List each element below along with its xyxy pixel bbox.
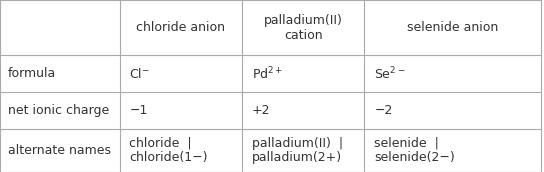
Text: formula: formula bbox=[8, 67, 57, 80]
Text: net ionic charge: net ionic charge bbox=[8, 104, 109, 117]
Text: +2: +2 bbox=[252, 104, 270, 117]
Text: Cl$^{-}$: Cl$^{-}$ bbox=[129, 67, 150, 80]
Text: −2: −2 bbox=[374, 104, 393, 117]
Text: palladium(II)  |
palladium(2+): palladium(II) | palladium(2+) bbox=[252, 137, 343, 164]
Text: selenide anion: selenide anion bbox=[407, 21, 498, 34]
Text: Se$^{2-}$: Se$^{2-}$ bbox=[374, 65, 406, 82]
Text: selenide  |
selenide(2−): selenide | selenide(2−) bbox=[374, 137, 455, 164]
Text: palladium(II)
cation: palladium(II) cation bbox=[264, 14, 343, 41]
Text: −1: −1 bbox=[129, 104, 148, 117]
Text: alternate names: alternate names bbox=[8, 144, 111, 157]
Text: Pd$^{2+}$: Pd$^{2+}$ bbox=[252, 65, 283, 82]
Text: chloride anion: chloride anion bbox=[137, 21, 225, 34]
Text: chloride  |
chloride(1−): chloride | chloride(1−) bbox=[129, 137, 208, 164]
